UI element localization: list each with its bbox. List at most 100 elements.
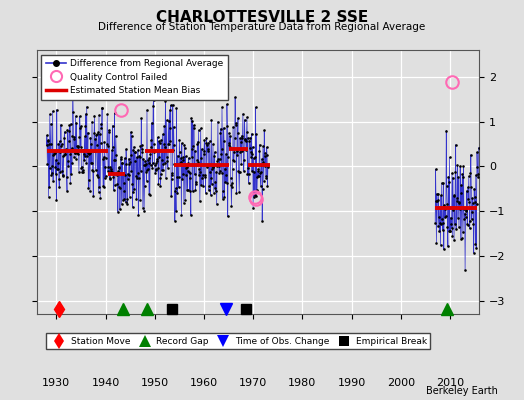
- Point: [469, 221, 477, 228]
- Point: [85, 150, 94, 156]
- Point: [120, 188, 128, 194]
- Point: [263, 183, 271, 189]
- Point: [169, 102, 177, 108]
- Point: [59, 152, 67, 159]
- Point: [72, 120, 81, 126]
- Point: [122, 146, 130, 152]
- Point: [124, 170, 132, 177]
- Point: [117, 154, 125, 160]
- Point: [471, 240, 479, 247]
- Point: [193, 140, 202, 147]
- Point: [137, 115, 146, 122]
- Point: [168, 170, 176, 176]
- Point: [231, 94, 239, 100]
- Point: [93, 142, 101, 148]
- Point: [149, 97, 158, 104]
- Point: [86, 134, 94, 141]
- Point: [431, 219, 439, 226]
- Text: 2000: 2000: [387, 378, 415, 388]
- Point: [144, 166, 152, 172]
- Point: [450, 237, 458, 244]
- Point: [64, 162, 72, 169]
- Point: [224, 154, 232, 160]
- Point: [159, 161, 168, 167]
- Point: [189, 143, 198, 149]
- Point: [79, 167, 87, 173]
- Point: [117, 201, 126, 208]
- Point: [68, 133, 77, 140]
- Point: [458, 174, 467, 181]
- Point: [452, 226, 460, 232]
- Point: [129, 143, 138, 150]
- Point: [455, 224, 463, 230]
- Point: [239, 168, 248, 174]
- Point: [102, 148, 111, 154]
- Point: [125, 161, 134, 168]
- Point: [54, 141, 62, 147]
- Point: [80, 151, 88, 157]
- Point: [73, 150, 81, 156]
- Point: [182, 165, 191, 172]
- Point: [442, 213, 450, 220]
- Point: [43, 161, 51, 167]
- Point: [452, 198, 461, 204]
- Point: [101, 173, 110, 180]
- Point: [111, 157, 119, 163]
- Point: [44, 137, 52, 143]
- Point: [445, 154, 454, 160]
- Point: [460, 216, 468, 222]
- Point: [46, 164, 54, 171]
- Point: [99, 183, 107, 190]
- Point: [247, 130, 256, 137]
- Point: [243, 129, 251, 135]
- Point: [452, 142, 460, 148]
- Point: [100, 139, 108, 145]
- Point: [188, 146, 196, 152]
- Point: [224, 213, 232, 220]
- Point: [168, 172, 177, 178]
- Point: [254, 166, 263, 173]
- Point: [213, 163, 221, 169]
- Point: [135, 174, 143, 181]
- Point: [463, 188, 471, 194]
- Point: [121, 155, 129, 161]
- Point: [123, 196, 131, 202]
- Point: [111, 110, 119, 117]
- Point: [224, 142, 233, 148]
- Point: [191, 148, 199, 154]
- Point: [147, 144, 156, 150]
- Text: Berkeley Earth: Berkeley Earth: [426, 386, 498, 396]
- Point: [133, 154, 141, 160]
- Point: [244, 165, 253, 172]
- Point: [254, 168, 262, 175]
- Point: [61, 151, 70, 158]
- Point: [83, 150, 92, 156]
- Point: [181, 153, 190, 160]
- Point: [209, 141, 217, 147]
- Point: [447, 220, 455, 227]
- Point: [136, 143, 145, 149]
- Point: [47, 172, 56, 178]
- Point: [221, 166, 229, 172]
- Point: [109, 144, 117, 150]
- Point: [74, 144, 83, 150]
- Point: [220, 125, 228, 131]
- Point: [198, 174, 206, 181]
- Point: [229, 124, 237, 130]
- Point: [94, 189, 103, 196]
- Point: [113, 170, 121, 176]
- Point: [115, 164, 123, 171]
- Point: [78, 164, 86, 170]
- Point: [180, 200, 188, 206]
- Point: [95, 131, 104, 138]
- Point: [144, 156, 152, 163]
- Point: [74, 143, 82, 150]
- Point: [466, 218, 474, 225]
- Point: [134, 147, 142, 153]
- Point: [75, 113, 84, 120]
- Point: [56, 138, 64, 144]
- Point: [188, 118, 196, 124]
- Text: 1930: 1930: [42, 378, 70, 388]
- Point: [467, 152, 475, 158]
- Point: [80, 157, 89, 164]
